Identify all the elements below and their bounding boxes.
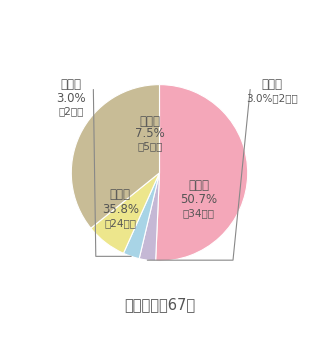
Wedge shape xyxy=(123,173,160,259)
Wedge shape xyxy=(139,173,160,261)
Text: （2人）: （2人） xyxy=(59,107,84,116)
Text: （34人）: （34人） xyxy=(183,208,215,218)
Wedge shape xyxy=(71,84,160,228)
Text: 大学院: 大学院 xyxy=(110,188,131,201)
Text: 7.5%: 7.5% xyxy=(135,127,165,140)
Text: 50.7%: 50.7% xyxy=(180,193,217,206)
Text: 卒業者数：67人: 卒業者数：67人 xyxy=(124,298,195,313)
Text: 3.0%: 3.0% xyxy=(56,92,86,104)
Text: 諸学校: 諸学校 xyxy=(61,78,82,91)
Text: 企業等: 企業等 xyxy=(188,179,209,191)
Text: その他: その他 xyxy=(139,115,160,128)
Wedge shape xyxy=(91,173,160,253)
Text: （5人）: （5人） xyxy=(137,141,162,151)
Text: 35.8%: 35.8% xyxy=(102,203,139,216)
Text: （24人）: （24人） xyxy=(104,218,136,228)
Text: 公務員: 公務員 xyxy=(262,78,283,91)
Wedge shape xyxy=(156,84,248,261)
Text: 3.0%（2人）: 3.0%（2人） xyxy=(246,93,298,103)
